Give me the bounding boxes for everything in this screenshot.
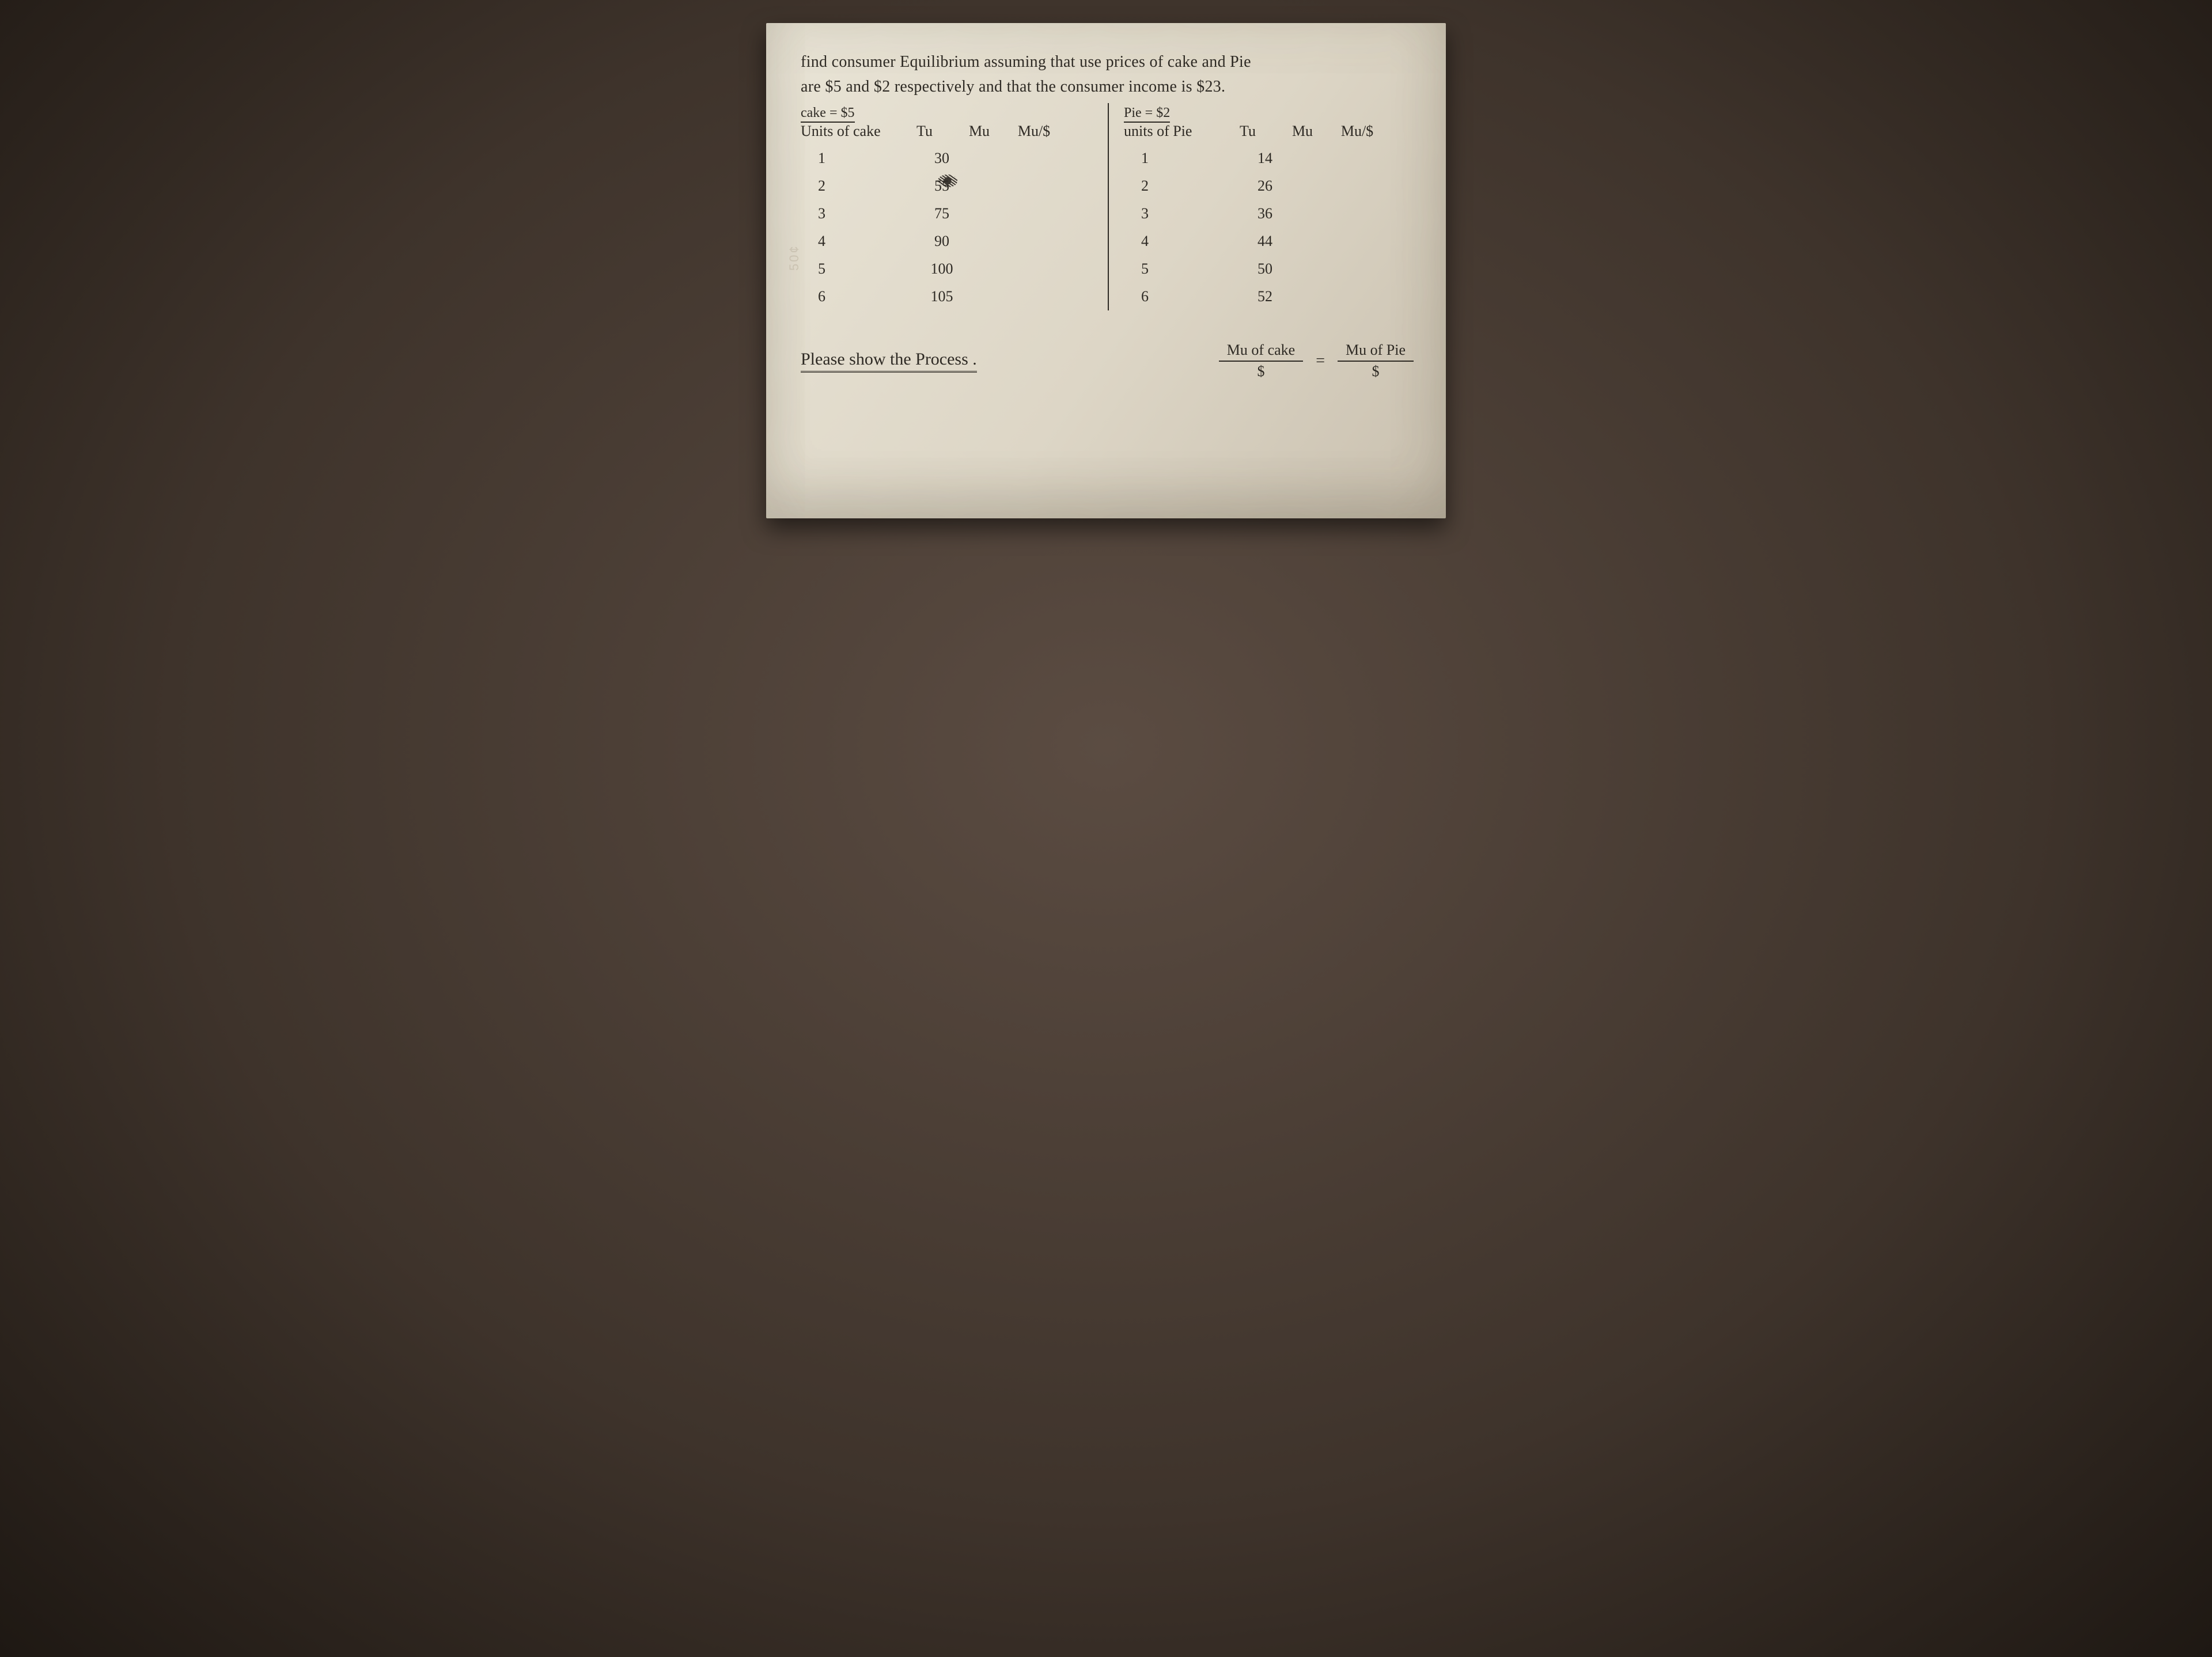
pie-table: Pie = $2 units of Pie Tu Mu Mu/$ 1142263… bbox=[1108, 103, 1414, 311]
cake-mud-cell bbox=[1025, 172, 1077, 200]
cake-units-cell: 1 bbox=[801, 145, 910, 172]
pie-mu-cell bbox=[1297, 255, 1343, 283]
cake-tu-cell: 55 bbox=[916, 172, 968, 200]
fraction-pie-top: Mu of Pie bbox=[1338, 342, 1414, 362]
pie-units-cell: 3 bbox=[1124, 200, 1233, 227]
fraction-pie-bot: $ bbox=[1372, 362, 1380, 380]
cake-table-body: 13025537549051006105 bbox=[801, 145, 1090, 311]
pie-tu-cell: 36 bbox=[1239, 200, 1291, 227]
cake-mu-cell bbox=[974, 283, 1020, 310]
pie-row: 114 bbox=[1124, 145, 1414, 172]
pie-table-header: units of Pie Tu Mu Mu/$ bbox=[1124, 123, 1414, 140]
pie-tu-cell: 14 bbox=[1239, 145, 1291, 172]
pie-tu-cell: 44 bbox=[1239, 227, 1291, 255]
pie-tu-cell: 50 bbox=[1239, 255, 1291, 283]
cake-col-mu: Mu bbox=[956, 123, 1002, 140]
fraction-pie: Mu of Pie $ bbox=[1338, 342, 1414, 380]
pie-tu-cell: 26 bbox=[1239, 172, 1291, 200]
pie-mu-cell bbox=[1297, 227, 1343, 255]
cake-units-cell: 5 bbox=[801, 255, 910, 283]
cake-row: 255 bbox=[801, 172, 1090, 200]
cake-units-cell: 6 bbox=[801, 283, 910, 310]
cake-tu-cell: 90 bbox=[916, 227, 968, 255]
cake-mu-cell bbox=[974, 200, 1020, 227]
cake-price-note: cake = $5 bbox=[801, 105, 855, 123]
cake-table-header: Units of cake Tu Mu Mu/$ bbox=[801, 123, 1090, 140]
cake-mud-cell bbox=[1025, 145, 1077, 172]
cake-mu-cell bbox=[974, 172, 1020, 200]
cake-units-cell: 2 bbox=[801, 172, 910, 200]
cake-col-tu: Tu bbox=[899, 123, 950, 140]
pie-units-cell: 6 bbox=[1124, 283, 1233, 310]
cake-mu-cell bbox=[974, 255, 1020, 283]
fraction-cake-top: Mu of cake bbox=[1219, 342, 1303, 362]
pie-mud-cell bbox=[1349, 255, 1400, 283]
cake-mud-cell bbox=[1025, 227, 1077, 255]
problem-statement: find consumer Equilibrium assuming that … bbox=[801, 50, 1414, 100]
pie-tu-cell: 52 bbox=[1239, 283, 1291, 310]
pie-mu-cell bbox=[1297, 145, 1343, 172]
pie-mu-cell bbox=[1297, 283, 1343, 310]
cake-row: 490 bbox=[801, 227, 1090, 255]
pie-mud-cell bbox=[1349, 145, 1400, 172]
cake-units-cell: 4 bbox=[801, 227, 910, 255]
pie-mu-cell bbox=[1297, 200, 1343, 227]
pie-units-cell: 5 bbox=[1124, 255, 1233, 283]
pie-price-note: Pie = $2 bbox=[1124, 105, 1170, 123]
pie-mud-cell bbox=[1349, 283, 1400, 310]
cake-row: 375 bbox=[801, 200, 1090, 227]
worksheet-paper: 50¢ find consumer Equilibrium assuming t… bbox=[766, 23, 1446, 518]
cake-mud-cell bbox=[1025, 200, 1077, 227]
cake-tu-cell: 100 bbox=[916, 255, 968, 283]
pie-col-mud: Mu/$ bbox=[1331, 123, 1383, 140]
cake-row: 5100 bbox=[801, 255, 1090, 283]
equilibrium-equation: Mu of cake $ = Mu of Pie $ bbox=[1219, 342, 1414, 380]
cake-mu-cell bbox=[974, 145, 1020, 172]
cake-tu-cell: 30 bbox=[916, 145, 968, 172]
pie-units-cell: 2 bbox=[1124, 172, 1233, 200]
pie-mud-cell bbox=[1349, 200, 1400, 227]
pie-col-tu: Tu bbox=[1222, 123, 1274, 140]
cake-row: 6105 bbox=[801, 283, 1090, 310]
pie-col-mu: Mu bbox=[1279, 123, 1325, 140]
data-tables: cake = $5 Units of cake Tu Mu Mu/$ 13025… bbox=[801, 103, 1414, 311]
cake-mud-cell bbox=[1025, 283, 1077, 310]
cake-col-units: Units of cake bbox=[801, 123, 893, 140]
photo-background: 50¢ find consumer Equilibrium assuming t… bbox=[0, 0, 2212, 1657]
pie-mud-cell bbox=[1349, 172, 1400, 200]
cake-mud-cell bbox=[1025, 255, 1077, 283]
pie-row: 444 bbox=[1124, 227, 1414, 255]
pie-col-units: units of Pie bbox=[1124, 123, 1216, 140]
cake-mu-cell bbox=[974, 227, 1020, 255]
pie-mu-cell bbox=[1297, 172, 1343, 200]
pie-row: 336 bbox=[1124, 200, 1414, 227]
pie-row: 226 bbox=[1124, 172, 1414, 200]
fraction-cake: Mu of cake $ bbox=[1219, 342, 1303, 380]
fraction-cake-bot: $ bbox=[1257, 362, 1265, 380]
cake-table: cake = $5 Units of cake Tu Mu Mu/$ 13025… bbox=[801, 103, 1090, 311]
cake-col-mud: Mu/$ bbox=[1008, 123, 1060, 140]
paper-watermark: 50¢ bbox=[787, 244, 802, 271]
footer-row: Please show the Process . Mu of cake $ =… bbox=[801, 342, 1414, 380]
cake-tu-cell: 105 bbox=[916, 283, 968, 310]
pie-row: 550 bbox=[1124, 255, 1414, 283]
equals-sign: = bbox=[1316, 352, 1325, 370]
cake-units-cell: 3 bbox=[801, 200, 910, 227]
cake-row: 130 bbox=[801, 145, 1090, 172]
problem-line-1: find consumer Equilibrium assuming that … bbox=[801, 50, 1414, 74]
pie-units-cell: 4 bbox=[1124, 227, 1233, 255]
problem-line-2: are $5 and $2 respectively and that the … bbox=[801, 74, 1414, 99]
pie-row: 652 bbox=[1124, 283, 1414, 310]
pie-mud-cell bbox=[1349, 227, 1400, 255]
pie-table-body: 114226336444550652 bbox=[1124, 145, 1414, 311]
show-process-note: Please show the Process . bbox=[801, 350, 977, 373]
cake-tu-cell: 75 bbox=[916, 200, 968, 227]
pie-units-cell: 1 bbox=[1124, 145, 1233, 172]
